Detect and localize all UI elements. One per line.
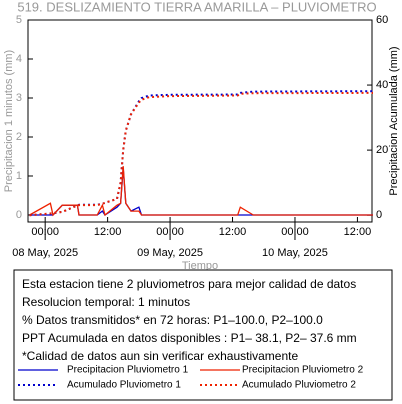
legend-label: Acumulado Pluviometro 1 bbox=[67, 380, 181, 391]
y2-tick-label: 20 bbox=[376, 144, 388, 156]
cumulative-line bbox=[29, 90, 374, 217]
y2-axis-label: Precipitacion Acumulada (mm) bbox=[388, 46, 400, 195]
y-tick-label: 0 bbox=[16, 209, 22, 221]
chart-title: 519. DESLIZAMIENTO TIERRA AMARILLA – PLU… bbox=[17, 0, 376, 14]
x-tick-label: 12:00 bbox=[344, 226, 372, 238]
legend-label: Precipitacion Pluviometro 1 bbox=[67, 365, 189, 376]
y-tick-label: 5 bbox=[16, 14, 22, 26]
y2-tick-label: 60 bbox=[376, 14, 388, 26]
y-tick-label: 1 bbox=[16, 170, 22, 182]
y-tick-label: 2 bbox=[16, 131, 22, 143]
legend-label: Precipitacion Pluviometro 2 bbox=[242, 365, 364, 376]
info-text: Resolucion temporal: 1 minutos bbox=[22, 295, 190, 309]
y-axis-label: Precipitacion 1 minutos (mm) bbox=[3, 50, 15, 192]
info-box bbox=[13, 269, 393, 401]
info-text: *Calidad de datos aun sin verificar exha… bbox=[22, 349, 298, 363]
info-text: % Datos transmitidos* en 72 horas: P1–10… bbox=[22, 313, 323, 327]
y2-tick-label: 40 bbox=[376, 79, 388, 91]
y2-tick-label: 0 bbox=[376, 209, 382, 221]
y-tick-label: 3 bbox=[16, 92, 22, 104]
legend-label: Acumulado Pluviometro 2 bbox=[242, 380, 356, 391]
date-label: 08 May, 2025 bbox=[12, 247, 78, 259]
x-tick-label: 12:00 bbox=[94, 226, 122, 238]
plot-frame bbox=[27, 19, 373, 223]
date-label: 10 May, 2025 bbox=[262, 247, 328, 259]
y-tick-label: 4 bbox=[16, 53, 22, 65]
x-axis-label: Tiempo bbox=[182, 260, 218, 272]
cumulative-line bbox=[29, 91, 374, 217]
date-label: 09 May, 2025 bbox=[137, 247, 203, 259]
x-tick-label: 12:00 bbox=[219, 226, 247, 238]
info-text: Esta estacion tiene 2 pluviometros para … bbox=[22, 277, 356, 291]
precip-line bbox=[29, 168, 373, 216]
info-text: PPT Acumulada en datos disponibles : P1–… bbox=[22, 331, 357, 345]
precip-line bbox=[29, 166, 373, 217]
